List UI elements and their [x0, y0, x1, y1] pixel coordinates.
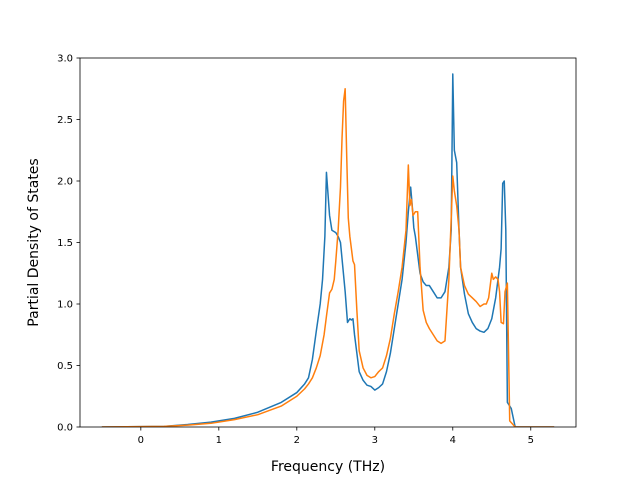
- x-tick-label: 1: [216, 435, 222, 446]
- x-tick-label: 0: [138, 435, 144, 446]
- x-tick-label: 3: [372, 435, 378, 446]
- x-axis-title: Frequency (THz): [271, 459, 385, 475]
- series-layer: [101, 73, 555, 427]
- y-tick-label: 3.0: [57, 54, 73, 65]
- x-tick-label: 2: [294, 435, 300, 446]
- y-tick-label: 2.0: [57, 177, 73, 188]
- x-axis: 0 1 2 3 4 5: [138, 427, 534, 446]
- y-tick-label: 0.0: [57, 423, 73, 434]
- x-tick-label: 4: [450, 435, 456, 446]
- y-tick-label: 1.0: [57, 300, 73, 311]
- y-tick-label: 2.5: [57, 115, 73, 126]
- x-tick-label: 5: [528, 435, 534, 446]
- y-axis: 0.0 0.5 1.0 1.5 2.0 2.5 3.0: [57, 54, 80, 434]
- series-line-2: [101, 88, 555, 427]
- y-tick-label: 1.5: [57, 238, 73, 249]
- y-tick-label: 0.5: [57, 361, 73, 372]
- series-line-1: [101, 73, 555, 427]
- y-axis-title: Partial Density of States: [26, 158, 42, 326]
